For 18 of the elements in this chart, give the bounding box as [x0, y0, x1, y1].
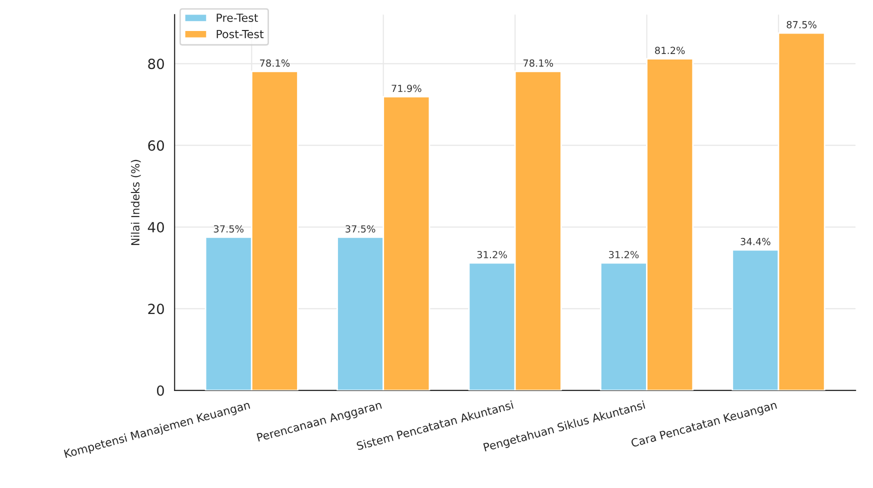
legend-label: Pre-Test	[216, 14, 258, 22]
data-label: 37.5%	[346, 225, 376, 233]
data-label: 78.1%	[260, 59, 290, 67]
y-axis-title: Nilai Indeks (%)	[130, 160, 141, 245]
y-tick-label: 20	[148, 304, 164, 314]
data-label: 81.2%	[655, 46, 685, 54]
data-label: 71.9%	[392, 84, 422, 92]
y-tick-label: 60	[148, 140, 164, 151]
y-tick-label: 0	[156, 385, 164, 396]
y-tick-label: 80	[148, 58, 164, 70]
data-label: 37.5%	[214, 225, 244, 233]
data-label: 31.2%	[477, 250, 507, 258]
data-label: 31.2%	[609, 250, 639, 258]
legend-label: Post-Test	[216, 30, 264, 38]
y-tick-label: 40	[148, 222, 164, 232]
data-label: 34.4%	[740, 238, 770, 246]
data-label: 78.1%	[523, 59, 554, 67]
data-label: 87.5%	[786, 21, 816, 28]
